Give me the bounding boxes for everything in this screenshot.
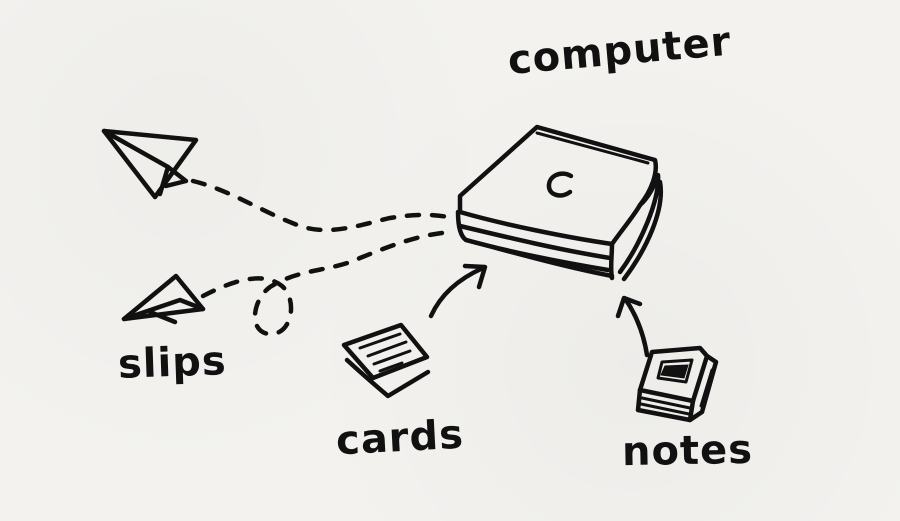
dashed-path-top [190,178,451,233]
paper-plane-slips-icon [121,273,206,325]
label-notes: notes [621,426,754,476]
paper-plane-top-icon [101,128,199,200]
arrow-notes-to-computer [615,295,650,358]
notebooks-icon [635,345,719,423]
dashed-path-slips [200,229,455,337]
computer-box-icon [455,124,664,282]
index-cards-icon [341,322,431,399]
arrow-cards-to-computer [428,263,488,319]
label-slips: slips [117,338,228,388]
label-cards: cards [334,411,465,465]
